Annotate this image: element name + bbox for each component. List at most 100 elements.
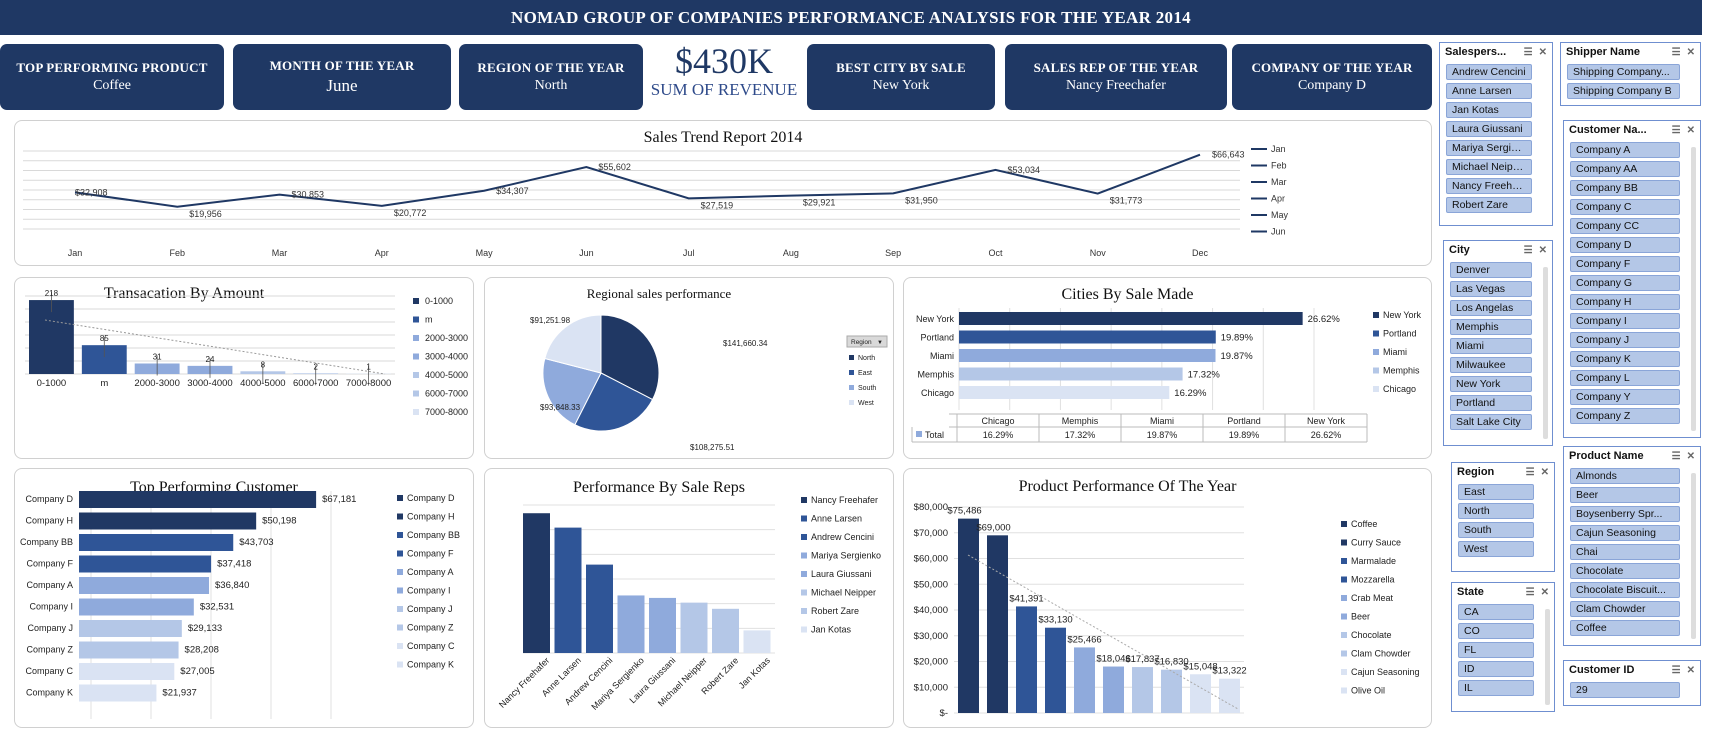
slicer-item[interactable]: Coffee (1570, 620, 1680, 636)
slicer-title: Shipper Name (1566, 46, 1640, 58)
multi-select-icon[interactable]: ☰ (1523, 46, 1533, 58)
slicer-item[interactable]: Company L (1570, 370, 1680, 386)
legend-swatch (849, 355, 854, 360)
slicer-item[interactable]: Las Vegas (1450, 281, 1532, 297)
slicer-item[interactable]: Robert Zare (1446, 197, 1532, 213)
slicer-item[interactable]: CO (1458, 623, 1534, 639)
customer-panel: Top Performing Customer Company D $67,181… (14, 468, 474, 728)
legend-entry: Olive Oil (1351, 686, 1385, 696)
slicer-item[interactable]: Jan Kotas (1446, 102, 1532, 118)
slicer-item[interactable]: Company Z (1570, 408, 1680, 424)
data-label: $41,391 (1009, 593, 1043, 604)
slicer-item[interactable]: 29 (1570, 682, 1680, 698)
slicer-item[interactable]: Salt Lake City (1450, 414, 1532, 430)
slicer-item[interactable]: Company BB (1570, 180, 1680, 196)
clear-filter-icon[interactable]: ✕ (1538, 46, 1547, 58)
slicer-scrollbar[interactable] (1543, 267, 1548, 439)
slicer-item[interactable]: Los Angelas (1450, 300, 1532, 316)
slicer-item[interactable]: Denver (1450, 262, 1532, 278)
clear-filter-icon[interactable]: ✕ (1686, 450, 1695, 462)
clear-filter-icon[interactable]: ✕ (1686, 664, 1695, 676)
kpi-value: New York (872, 78, 930, 93)
slicer-item[interactable]: Shipping Company... (1567, 64, 1680, 80)
slicer-item[interactable]: Company K (1570, 351, 1680, 367)
bar (79, 598, 194, 616)
slicer-item[interactable]: South (1458, 522, 1534, 538)
product-chart: $80,000 $70,000 $60,000 $50,000 $40,000 $30,0… (914, 502, 1420, 719)
slicer-item[interactable]: Shipping Company B (1567, 83, 1680, 99)
multi-select-icon[interactable]: ☰ (1525, 466, 1535, 478)
slicer-item[interactable]: Chai (1570, 544, 1680, 560)
slicer-item[interactable]: Company D (1570, 237, 1680, 253)
data-label: $31,950 (905, 195, 938, 205)
multi-select-icon[interactable]: ☰ (1671, 124, 1681, 136)
kpi-label: BEST CITY BY SALE (836, 60, 966, 75)
slicer-item[interactable]: Company A (1570, 142, 1680, 158)
slicer-scrollbar[interactable] (1691, 147, 1696, 431)
slicer-header: City ☰ ✕ (1444, 241, 1552, 259)
legend-swatch (849, 400, 854, 405)
slicer-item[interactable]: Miami (1450, 338, 1532, 354)
data-label: $15,048 (1183, 661, 1217, 672)
slicer-title: Salespers... (1445, 46, 1507, 58)
multi-select-icon[interactable]: ☰ (1523, 244, 1533, 256)
slicer-item[interactable]: Chocolate Biscuit... (1570, 582, 1680, 598)
slicer-item[interactable]: Nancy Freehafer (1446, 178, 1532, 194)
slicer-item[interactable]: Company J (1570, 332, 1680, 348)
slicer-item[interactable]: Company C (1570, 199, 1680, 215)
slicer-item[interactable]: Memphis (1450, 319, 1532, 335)
bar (79, 684, 157, 702)
multi-select-icon[interactable]: ☰ (1671, 664, 1681, 676)
slicer-item[interactable]: ID (1458, 661, 1534, 677)
slicer-item[interactable]: Michael Neipper (1446, 159, 1532, 175)
slicer-item[interactable]: Clam Chowder (1570, 601, 1680, 617)
clear-filter-icon[interactable]: ✕ (1540, 466, 1549, 478)
slicer-scrollbar[interactable] (1691, 473, 1696, 639)
slicer-item[interactable]: Laura Giussani (1446, 121, 1532, 137)
bar (79, 577, 210, 594)
slicer-item[interactable]: East (1458, 484, 1534, 500)
slicer-item[interactable]: Company G (1570, 275, 1680, 291)
slicer-item[interactable]: Company F (1570, 256, 1680, 272)
slicer-item[interactable]: Company H (1570, 294, 1680, 310)
slicer-item[interactable]: Company I (1570, 313, 1680, 329)
y-tick-label: Portland (920, 333, 954, 343)
slicer-item[interactable]: New York (1450, 376, 1532, 392)
slicer-item[interactable]: Company AA (1570, 161, 1680, 177)
kpi-region: REGION OF THE YEAR North (459, 44, 643, 110)
slicer-item[interactable]: Anne Larsen (1446, 83, 1532, 99)
clear-filter-icon[interactable]: ✕ (1538, 244, 1547, 256)
slicer-item[interactable]: Chocolate (1570, 563, 1680, 579)
slicer-item[interactable]: Portland (1450, 395, 1532, 411)
multi-select-icon[interactable]: ☰ (1525, 586, 1535, 598)
legend-swatch (397, 550, 403, 557)
slicer-item[interactable]: Beer (1570, 487, 1680, 503)
clear-filter-icon[interactable]: ✕ (1686, 124, 1695, 136)
slicer-scrollbar[interactable] (1545, 609, 1550, 705)
slicer-item[interactable]: Milwaukee (1450, 357, 1532, 373)
slicer-item[interactable]: Company Y (1570, 389, 1680, 405)
slicer-item[interactable]: FL (1458, 642, 1534, 658)
slicer-item[interactable]: Company CC (1570, 218, 1680, 234)
slicer-item[interactable]: Mariya Sergienko (1446, 140, 1532, 156)
slicer-item[interactable]: IL (1458, 680, 1534, 696)
clear-filter-icon[interactable]: ✕ (1540, 586, 1549, 598)
clear-filter-icon[interactable]: ✕ (1686, 46, 1695, 58)
slicer-item[interactable]: West (1458, 541, 1534, 557)
slicer-item[interactable]: Boysenberry Spr... (1570, 506, 1680, 522)
legend-entry: Jan Kotas (811, 625, 852, 635)
slicer-item[interactable]: North (1458, 503, 1534, 519)
slicer-item[interactable]: Cajun Seasoning (1570, 525, 1680, 541)
slicer-item[interactable]: Almonds (1570, 468, 1680, 484)
multi-select-icon[interactable]: ☰ (1671, 450, 1681, 462)
sales-trend-panel: Sales Trend Report 2014 Jan Feb Mar Apr May J… (14, 120, 1432, 266)
table-cell: 16.29% (983, 430, 1014, 440)
data-label: $66,643 (1212, 150, 1245, 160)
slicer-item[interactable]: Andrew Cencini (1446, 64, 1532, 80)
slicer-item[interactable]: CA (1458, 604, 1534, 620)
revenue-value: $430K (675, 41, 773, 81)
cities-chart: New York 26.62% Portland 19.89% Miami 19.87% M… (911, 308, 1422, 443)
table-header: New York (1307, 416, 1346, 426)
data-label: $25,466 (1067, 634, 1101, 645)
multi-select-icon[interactable]: ☰ (1671, 46, 1681, 58)
